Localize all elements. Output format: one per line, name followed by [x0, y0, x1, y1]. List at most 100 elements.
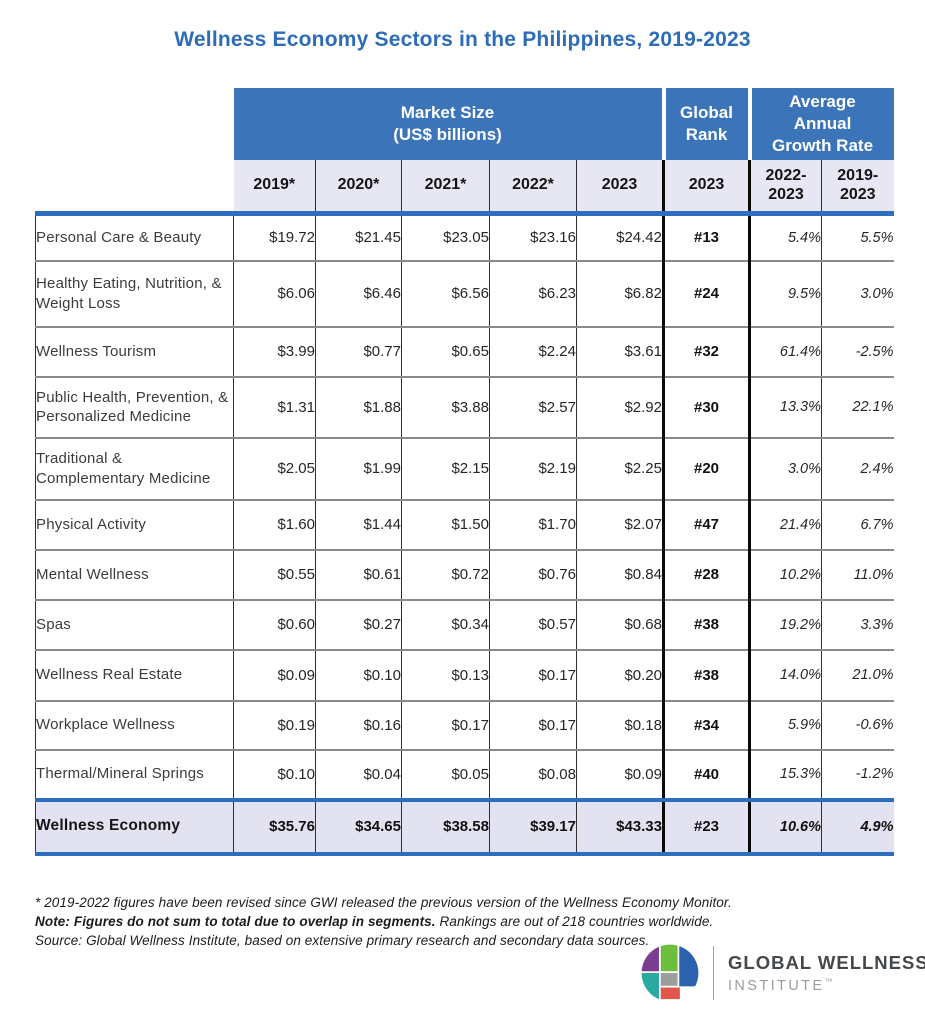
- table-row: Wellness Real Estate $0.09 $0.10 $0.13 $…: [35, 649, 894, 702]
- growth-value: -1.2%: [821, 749, 894, 801]
- market-size-value: $2.07: [576, 499, 664, 551]
- market-size-value: $0.60: [233, 599, 316, 651]
- logo-segment-purple: [641, 944, 659, 972]
- market-size-value: $1.31: [233, 376, 316, 439]
- logo-segment-red: [660, 987, 680, 1000]
- header-market-size-line1: Market Size: [400, 103, 495, 123]
- growth-value: 9.5%: [749, 260, 822, 328]
- global-rank-value: #32: [662, 326, 751, 378]
- header-market-size-line2: (US$ billions): [393, 125, 502, 144]
- market-size-value: $0.18: [576, 700, 664, 751]
- market-size-value: $0.17: [489, 700, 577, 751]
- market-size-value: $3.88: [401, 376, 490, 439]
- sector-label: Thermal/Mineral Springs: [35, 749, 234, 801]
- logo-name: GLOBAL WELLNESS: [728, 952, 925, 974]
- growth-period-header-1: 2022-2023: [749, 160, 822, 214]
- header-global-rank-line2: Rank: [685, 125, 728, 144]
- footnote-source: Source: Global Wellness Institute, based…: [35, 933, 650, 949]
- table-row: Mental Wellness $0.55 $0.61 $0.72 $0.76 …: [35, 549, 894, 601]
- total-market-size-value: $39.17: [489, 797, 577, 856]
- table-body: Personal Care & Beauty $19.72 $21.45 $23…: [35, 211, 894, 856]
- growth-value: 14.0%: [749, 649, 822, 702]
- table-row: Physical Activity $1.60 $1.44 $1.50 $1.7…: [35, 499, 894, 551]
- total-growth-value: 4.9%: [821, 797, 894, 856]
- market-size-value: $6.46: [315, 260, 402, 328]
- table-row: Public Health, Prevention, & Personalize…: [35, 376, 894, 439]
- logo-divider: [713, 946, 714, 1000]
- subheader-corner-blank: [35, 160, 234, 214]
- sector-label: Mental Wellness: [35, 549, 234, 601]
- table-row: Personal Care & Beauty $19.72 $21.45 $23…: [35, 211, 894, 262]
- global-rank-value: #13: [662, 211, 751, 262]
- table-row: Spas $0.60 $0.27 $0.34 $0.57 $0.68 #38 1…: [35, 599, 894, 651]
- market-size-value: $23.05: [401, 211, 490, 262]
- growth-value: 10.2%: [749, 549, 822, 601]
- global-rank-value: #40: [662, 749, 751, 801]
- market-size-value: $0.17: [489, 649, 577, 702]
- growth-value: 5.4%: [749, 211, 822, 262]
- market-size-value: $23.16: [489, 211, 577, 262]
- growth-value: 6.7%: [821, 499, 894, 551]
- market-size-value: $2.57: [489, 376, 577, 439]
- gwi-logo: GLOBAL WELLNESS INSTITUTE™: [641, 944, 925, 1002]
- market-size-value: $0.10: [315, 649, 402, 702]
- total-label: Wellness Economy: [35, 797, 234, 856]
- market-size-value: $0.65: [401, 326, 490, 378]
- growth-value: 3.0%: [821, 260, 894, 328]
- year-header-2022: 2022*: [489, 160, 577, 214]
- market-size-value: $2.19: [489, 437, 577, 501]
- market-size-value: $19.72: [233, 211, 316, 262]
- header-growth-line2: Annual: [793, 114, 852, 134]
- market-size-value: $0.84: [576, 549, 664, 601]
- year-header-2019: 2019*: [233, 160, 316, 214]
- sector-label: Healthy Eating, Nutrition, & Weight Loss: [35, 260, 234, 328]
- table-row: Healthy Eating, Nutrition, & Weight Loss…: [35, 260, 894, 328]
- footnote-revision: * 2019-2022 figures have been revised si…: [35, 895, 732, 910]
- sector-label: Traditional & Complementary Medicine: [35, 437, 234, 501]
- market-size-value: $1.44: [315, 499, 402, 551]
- year-header-2021: 2021*: [401, 160, 490, 214]
- header-corner-blank: [35, 88, 234, 160]
- market-size-value: $0.68: [576, 599, 664, 651]
- global-rank-value: #24: [662, 260, 751, 328]
- growth-value: 61.4%: [749, 326, 822, 378]
- total-market-size-value: $38.58: [401, 797, 490, 856]
- sector-label: Physical Activity: [35, 499, 234, 551]
- market-size-value: $0.04: [315, 749, 402, 801]
- market-size-value: $0.57: [489, 599, 577, 651]
- growth-value: 13.3%: [749, 376, 822, 439]
- market-size-value: $6.23: [489, 260, 577, 328]
- sector-label: Wellness Real Estate: [35, 649, 234, 702]
- total-row: Wellness Economy $35.76 $34.65 $38.58 $3…: [35, 797, 894, 856]
- market-size-value: $0.13: [401, 649, 490, 702]
- footnote-note-bold: Note: Figures do not sum to total due to…: [35, 914, 436, 930]
- market-size-value: $0.05: [401, 749, 490, 801]
- market-size-value: $0.10: [233, 749, 316, 801]
- growth-period-header-1-text: 2022-2023: [765, 167, 807, 203]
- logo-segment-blue: [679, 944, 699, 987]
- growth-value: 5.9%: [749, 700, 822, 751]
- page-title: Wellness Economy Sectors in the Philippi…: [174, 28, 751, 51]
- sector-label: Workplace Wellness: [35, 700, 234, 751]
- market-size-value: $0.08: [489, 749, 577, 801]
- market-size-value: $24.42: [576, 211, 664, 262]
- market-size-value: $2.15: [401, 437, 490, 501]
- market-size-value: $0.19: [233, 700, 316, 751]
- logo-segment-green: [660, 944, 678, 972]
- header-group-row: Market Size (US$ billions) Global Rank A…: [35, 88, 894, 160]
- global-rank-value: #28: [662, 549, 751, 601]
- market-size-value: $6.56: [401, 260, 490, 328]
- market-size-value: $2.25: [576, 437, 664, 501]
- market-size-value: $1.99: [315, 437, 402, 501]
- header-market-size: Market Size (US$ billions): [233, 88, 664, 160]
- footnotes: * 2019-2022 figures have been revised si…: [35, 893, 895, 950]
- market-size-value: $0.77: [315, 326, 402, 378]
- header-growth-rate: Average Annual Growth Rate: [749, 88, 894, 160]
- market-size-value: $1.70: [489, 499, 577, 551]
- sector-label: Wellness Tourism: [35, 326, 234, 378]
- growth-value: 2.4%: [821, 437, 894, 501]
- market-size-value: $1.88: [315, 376, 402, 439]
- footnote-note: Note: Figures do not sum to total due to…: [35, 912, 895, 931]
- total-global-rank-value: #23: [662, 797, 751, 856]
